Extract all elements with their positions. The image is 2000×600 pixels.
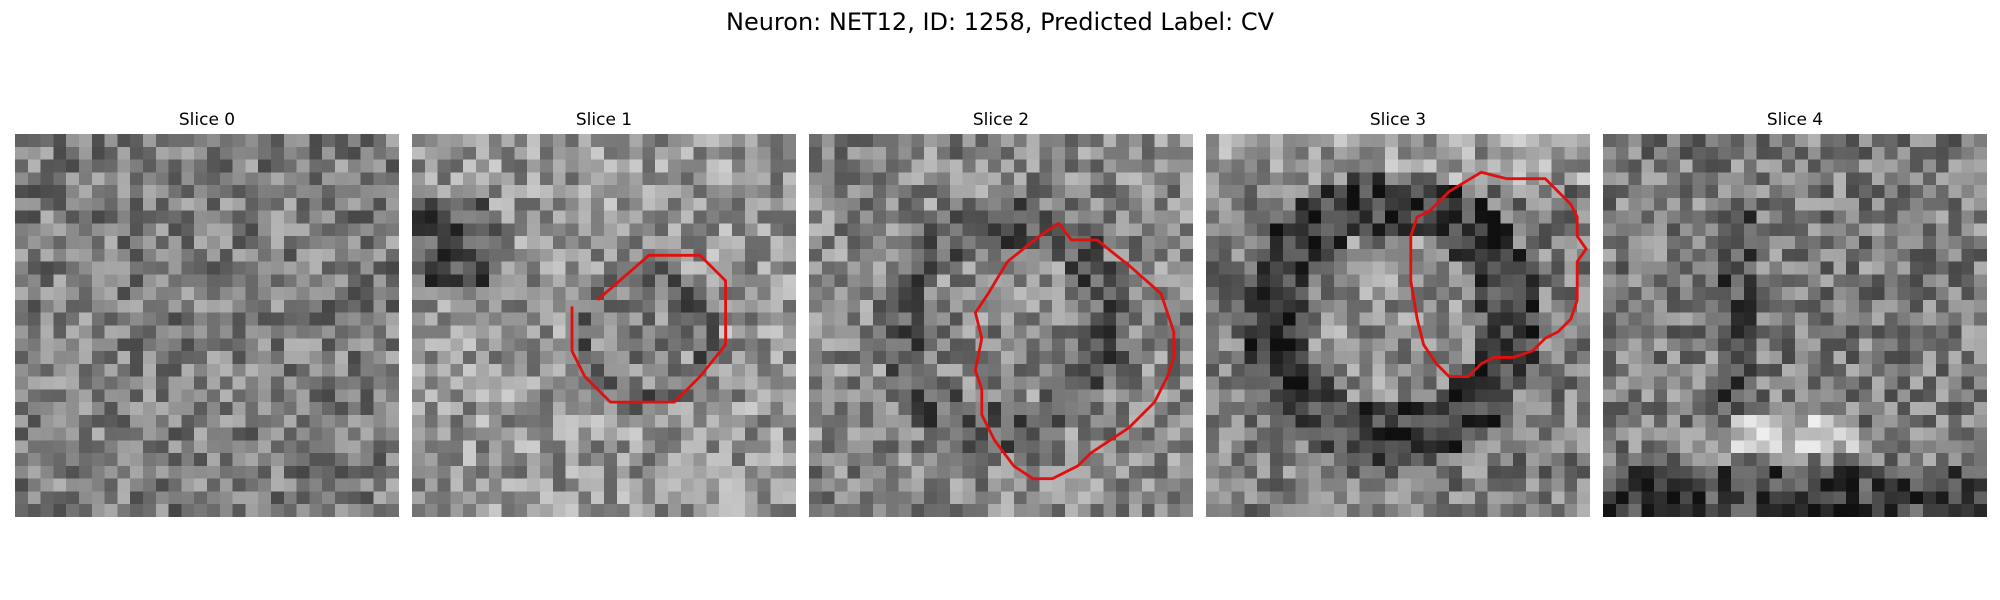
segmentation-contour [1409, 170, 1588, 378]
slice-panel-0: Slice 0 [15, 108, 399, 517]
slice-title: Slice 3 [1369, 110, 1427, 130]
slice-image [15, 134, 399, 517]
slice-image [412, 134, 796, 517]
slice-image [809, 134, 1193, 517]
slice-title: Slice 0 [178, 110, 236, 130]
slice-title: Slice 4 [1766, 110, 1824, 130]
slice-panel-3: Slice 3 [1206, 108, 1590, 517]
slice-title: Slice 2 [972, 110, 1030, 130]
segmentation-contour [570, 253, 728, 404]
slice-panel-4: Slice 4 [1603, 108, 1987, 517]
slice-title: Slice 1 [575, 110, 633, 130]
slice-image [1603, 134, 1987, 517]
slice-panel-2: Slice 2 [809, 108, 1193, 517]
slice-panel-1: Slice 1 [412, 108, 796, 517]
segmentation-contour [973, 221, 1176, 481]
figure-title: Neuron: NET12, ID: 1258, Predicted Label… [726, 8, 1274, 36]
slice-image [1206, 134, 1590, 517]
